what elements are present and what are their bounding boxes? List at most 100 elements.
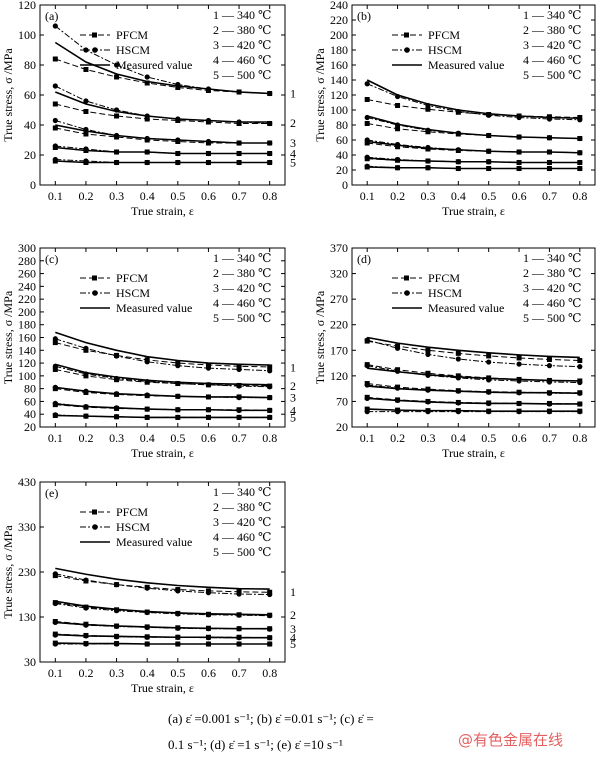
measured-line bbox=[55, 600, 270, 616]
caption-line-1: (a) ε̇ =0.001 s⁻¹; (b) ε̇ =0.01 s⁻¹; (c)… bbox=[168, 711, 374, 726]
y-tick-label: 230 bbox=[18, 565, 36, 579]
curve-temperature-label: 3 — 420 ℃ bbox=[523, 281, 581, 295]
hscm-point bbox=[236, 366, 242, 373]
chart-panel-a: 0 20 40 60 80 100 120 0.1 0.2 0.3 0.4 0.5 0.6 0.7 0.8 T… bbox=[1, 0, 296, 218]
hscm-point bbox=[175, 611, 181, 617]
measured-line bbox=[367, 397, 580, 405]
y-tick-label: 260 bbox=[18, 267, 36, 281]
y-axis-label: True stress, σ /MPa bbox=[1, 525, 15, 619]
pfcm-point bbox=[144, 80, 150, 86]
pfcm-point bbox=[486, 353, 492, 359]
x-axis-label: True strain, ε bbox=[442, 446, 505, 460]
measured-line bbox=[366, 115, 580, 140]
hscm-line bbox=[55, 338, 270, 372]
curve-temperature-label: 1 — 340 ℃ bbox=[523, 251, 581, 265]
measured-line bbox=[367, 367, 580, 382]
y-tick-label: 160 bbox=[330, 58, 348, 72]
y-tick-label: 130 bbox=[18, 610, 36, 624]
pfcm-point bbox=[364, 140, 370, 146]
measured-line bbox=[367, 385, 580, 395]
legend-label: HSCM bbox=[116, 43, 150, 57]
measured-line bbox=[55, 403, 270, 412]
pfcm-point bbox=[425, 347, 431, 353]
y-tick-label: 80 bbox=[24, 382, 36, 396]
chart-panel-e: 30 130 230 330 430 0.1 0.2 0.3 0.4 0.5 0.6 0.7 0.8 Tr… bbox=[1, 475, 296, 695]
y-tick-label: 430 bbox=[18, 475, 36, 489]
curve-number-label: 3 bbox=[290, 622, 296, 636]
curve-temperature-label: 5 — 500 ℃ bbox=[213, 545, 271, 559]
y-tick-label: 80 bbox=[336, 118, 348, 132]
hscm-point bbox=[175, 363, 181, 369]
x-tick-label: 0.3 bbox=[420, 189, 435, 203]
legend-label: Measured value bbox=[116, 58, 192, 72]
hscm-point bbox=[83, 345, 89, 351]
y-tick-label: 40 bbox=[24, 407, 36, 421]
hscm-point bbox=[267, 613, 273, 619]
y-tick-label: 20 bbox=[24, 148, 36, 162]
legend-marker-square bbox=[92, 509, 97, 515]
y-tick-label: 330 bbox=[18, 520, 36, 534]
measured-line bbox=[367, 336, 580, 359]
pfcm-point bbox=[364, 121, 370, 126]
x-axis-label: True strain, ε bbox=[131, 446, 194, 460]
x-tick-label: 0.2 bbox=[390, 189, 405, 203]
caption-line-2: 0.1 s⁻¹; (d) ε̇ =1 s⁻¹; (e) ε̇ =10 s⁻¹ bbox=[168, 737, 343, 752]
curve-number-label: 1 bbox=[290, 585, 296, 599]
curve-temperature-label: 2 — 380 ℃ bbox=[523, 23, 581, 37]
pfcm-line bbox=[55, 602, 270, 616]
y-tick-label: 300 bbox=[18, 241, 36, 255]
hscm-point bbox=[113, 62, 120, 68]
measured-line bbox=[366, 79, 580, 120]
measured-line bbox=[54, 41, 270, 95]
y-tick-label: 0 bbox=[30, 178, 36, 192]
x-tick-label: 0.6 bbox=[512, 189, 527, 203]
pfcm-point bbox=[364, 97, 370, 102]
y-tick-label: 270 bbox=[330, 292, 348, 306]
legend-marker-circle bbox=[404, 290, 410, 296]
pfcm-point bbox=[577, 358, 583, 364]
hscm-point bbox=[175, 588, 181, 594]
y-tick-label: 170 bbox=[330, 343, 348, 357]
x-tick-label: 0.8 bbox=[262, 431, 277, 445]
pfcm-point bbox=[83, 109, 89, 114]
pfcm-line bbox=[55, 342, 270, 368]
y-tick-label: 240 bbox=[18, 279, 36, 293]
curve-number-label: 2 bbox=[290, 116, 296, 130]
y-tick-label: 100 bbox=[330, 103, 348, 117]
x-tick-label: 0.4 bbox=[140, 431, 155, 445]
hscm-point bbox=[486, 359, 492, 365]
legend-marker-circle bbox=[92, 290, 98, 296]
x-tick-label: 0.1 bbox=[48, 666, 63, 680]
pfcm-point bbox=[395, 126, 401, 132]
curve-number-label: 5 bbox=[290, 156, 296, 170]
legend-label: PFCM bbox=[428, 28, 460, 42]
curve-number-label: 4 bbox=[290, 631, 296, 645]
pfcm-point bbox=[52, 101, 58, 107]
hscm-point bbox=[144, 585, 150, 591]
y-tick-label: 180 bbox=[18, 318, 36, 332]
y-tick-label: 220 bbox=[18, 292, 36, 306]
y-tick-label: 370 bbox=[330, 241, 348, 255]
x-tick-label: 0.5 bbox=[170, 189, 185, 203]
y-tick-label: 60 bbox=[24, 88, 36, 102]
hscm-point bbox=[52, 23, 58, 29]
chart-panel-c: 2040608010012014016018020022024026028030… bbox=[1, 241, 296, 460]
x-tick-label: 0.5 bbox=[481, 431, 496, 445]
y-tick-label: 0 bbox=[342, 178, 348, 192]
hscm-point bbox=[144, 74, 150, 80]
x-tick-label: 0.2 bbox=[390, 431, 405, 445]
measured-line bbox=[55, 124, 270, 144]
plot-frame bbox=[351, 247, 596, 428]
x-tick-label: 0.8 bbox=[262, 666, 277, 680]
pfcm-point bbox=[236, 363, 242, 369]
panel-label: (c) bbox=[45, 252, 58, 266]
curve-temperature-label: 5 — 500 ℃ bbox=[523, 311, 581, 325]
curve-temperature-label: 2 — 380 ℃ bbox=[213, 266, 271, 280]
curve-temperature-label: 1 — 340 ℃ bbox=[213, 251, 271, 265]
y-tick-label: 20 bbox=[336, 163, 348, 177]
hscm-point bbox=[236, 612, 242, 618]
curve-temperature-label: 3 — 420 ℃ bbox=[213, 38, 271, 52]
pfcm-point bbox=[52, 56, 58, 62]
curve-temperature-label: 4 — 460 ℃ bbox=[523, 53, 581, 67]
hscm-point bbox=[52, 571, 58, 577]
